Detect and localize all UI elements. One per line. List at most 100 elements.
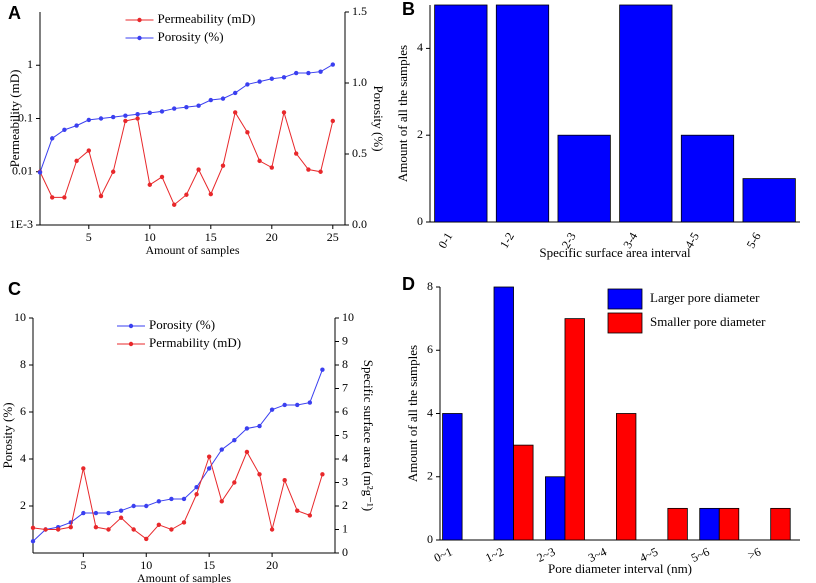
point	[147, 182, 152, 187]
y2-tick-label: 4	[342, 451, 348, 465]
x-tick-label: 1-2	[497, 230, 517, 251]
point	[282, 402, 287, 408]
point	[111, 114, 116, 120]
point	[206, 466, 212, 471]
bar	[619, 4, 673, 223]
point	[131, 527, 136, 532]
point	[123, 118, 128, 124]
point	[194, 492, 199, 497]
point	[169, 496, 174, 502]
point	[106, 510, 111, 516]
point	[172, 202, 177, 207]
y-tick-label: 4	[427, 405, 433, 419]
legend-label: Permeability (mD)	[158, 11, 256, 26]
point	[320, 367, 325, 372]
y-tick-label: 4	[417, 40, 423, 54]
point	[318, 69, 323, 74]
point	[244, 449, 250, 455]
point	[307, 513, 313, 518]
point	[93, 524, 99, 530]
bar	[513, 444, 534, 541]
point	[50, 195, 55, 200]
point	[220, 96, 226, 101]
point	[81, 510, 86, 516]
y2-tick-label: 0	[342, 545, 348, 559]
y2-tick-label: 7	[342, 380, 348, 394]
point	[208, 97, 213, 103]
point	[62, 127, 67, 133]
series-line	[32, 450, 323, 540]
legend-label: Smaller pore diameter	[650, 314, 766, 329]
point	[68, 524, 73, 530]
point	[159, 109, 165, 114]
point	[295, 508, 300, 513]
x-tick-label: >6	[746, 545, 764, 563]
x-tick-label: 15	[205, 230, 217, 244]
point	[184, 104, 189, 110]
bar	[770, 507, 791, 541]
panel-label: B	[402, 0, 415, 19]
point	[219, 447, 224, 452]
x-tick-label: 5-6	[744, 230, 764, 251]
point	[295, 402, 300, 408]
point	[111, 169, 116, 174]
point	[233, 90, 238, 96]
x-axis-title: Pore diameter interval (nm)	[548, 561, 692, 576]
point	[281, 75, 287, 80]
series-line	[39, 110, 334, 206]
point	[123, 113, 128, 118]
point	[50, 136, 55, 141]
bar	[545, 476, 566, 541]
panel-label: D	[402, 274, 415, 294]
point	[86, 117, 92, 123]
y-tick-label: 4	[20, 451, 26, 465]
x-tick-label: 0-1	[435, 230, 455, 251]
point	[233, 110, 238, 115]
point	[294, 70, 299, 76]
point	[156, 499, 162, 504]
legend-label: Porosity (%)	[149, 317, 215, 332]
point	[282, 477, 287, 483]
legend-label: Larger pore diameter	[650, 290, 760, 305]
y-tick-label: 0	[427, 532, 433, 546]
y-tick-label: 2	[20, 498, 26, 512]
y-tick-label: 0	[417, 214, 423, 228]
legend-label: Porosity (%)	[158, 29, 224, 44]
point	[206, 454, 212, 459]
y-axis-title: Permeability (mD)	[7, 70, 22, 168]
point	[320, 472, 325, 477]
y2-tick-label: 5	[342, 427, 348, 441]
y-tick-label: 2	[427, 469, 433, 483]
point	[62, 195, 67, 200]
point	[307, 400, 313, 405]
point	[269, 527, 275, 532]
point	[86, 148, 92, 153]
point	[269, 76, 274, 81]
y2-tick-label: 2	[342, 498, 348, 512]
panel-label: A	[8, 3, 21, 23]
bar	[718, 507, 740, 541]
y-tick-label: 8	[427, 279, 433, 293]
y2-tick-label: 6	[342, 404, 348, 418]
x-tick-label: 5	[80, 558, 86, 572]
point	[232, 438, 237, 443]
x-tick-label: 20	[266, 558, 278, 572]
point	[257, 423, 262, 429]
x-tick-label: 3-4	[620, 230, 640, 251]
point	[74, 158, 79, 164]
x-tick-label: 2-3	[559, 230, 579, 251]
legend-marker	[128, 341, 134, 347]
y2-tick-label: 0.5	[352, 146, 367, 160]
point	[159, 174, 165, 180]
point	[81, 466, 86, 471]
point	[196, 167, 201, 172]
point	[330, 62, 335, 67]
point	[93, 510, 99, 516]
x-tick-label: 15	[203, 558, 215, 572]
point	[131, 503, 136, 509]
point	[181, 496, 187, 502]
point	[144, 536, 149, 542]
point	[194, 485, 199, 490]
y-axis-title: Amount of all the samples	[405, 345, 420, 482]
